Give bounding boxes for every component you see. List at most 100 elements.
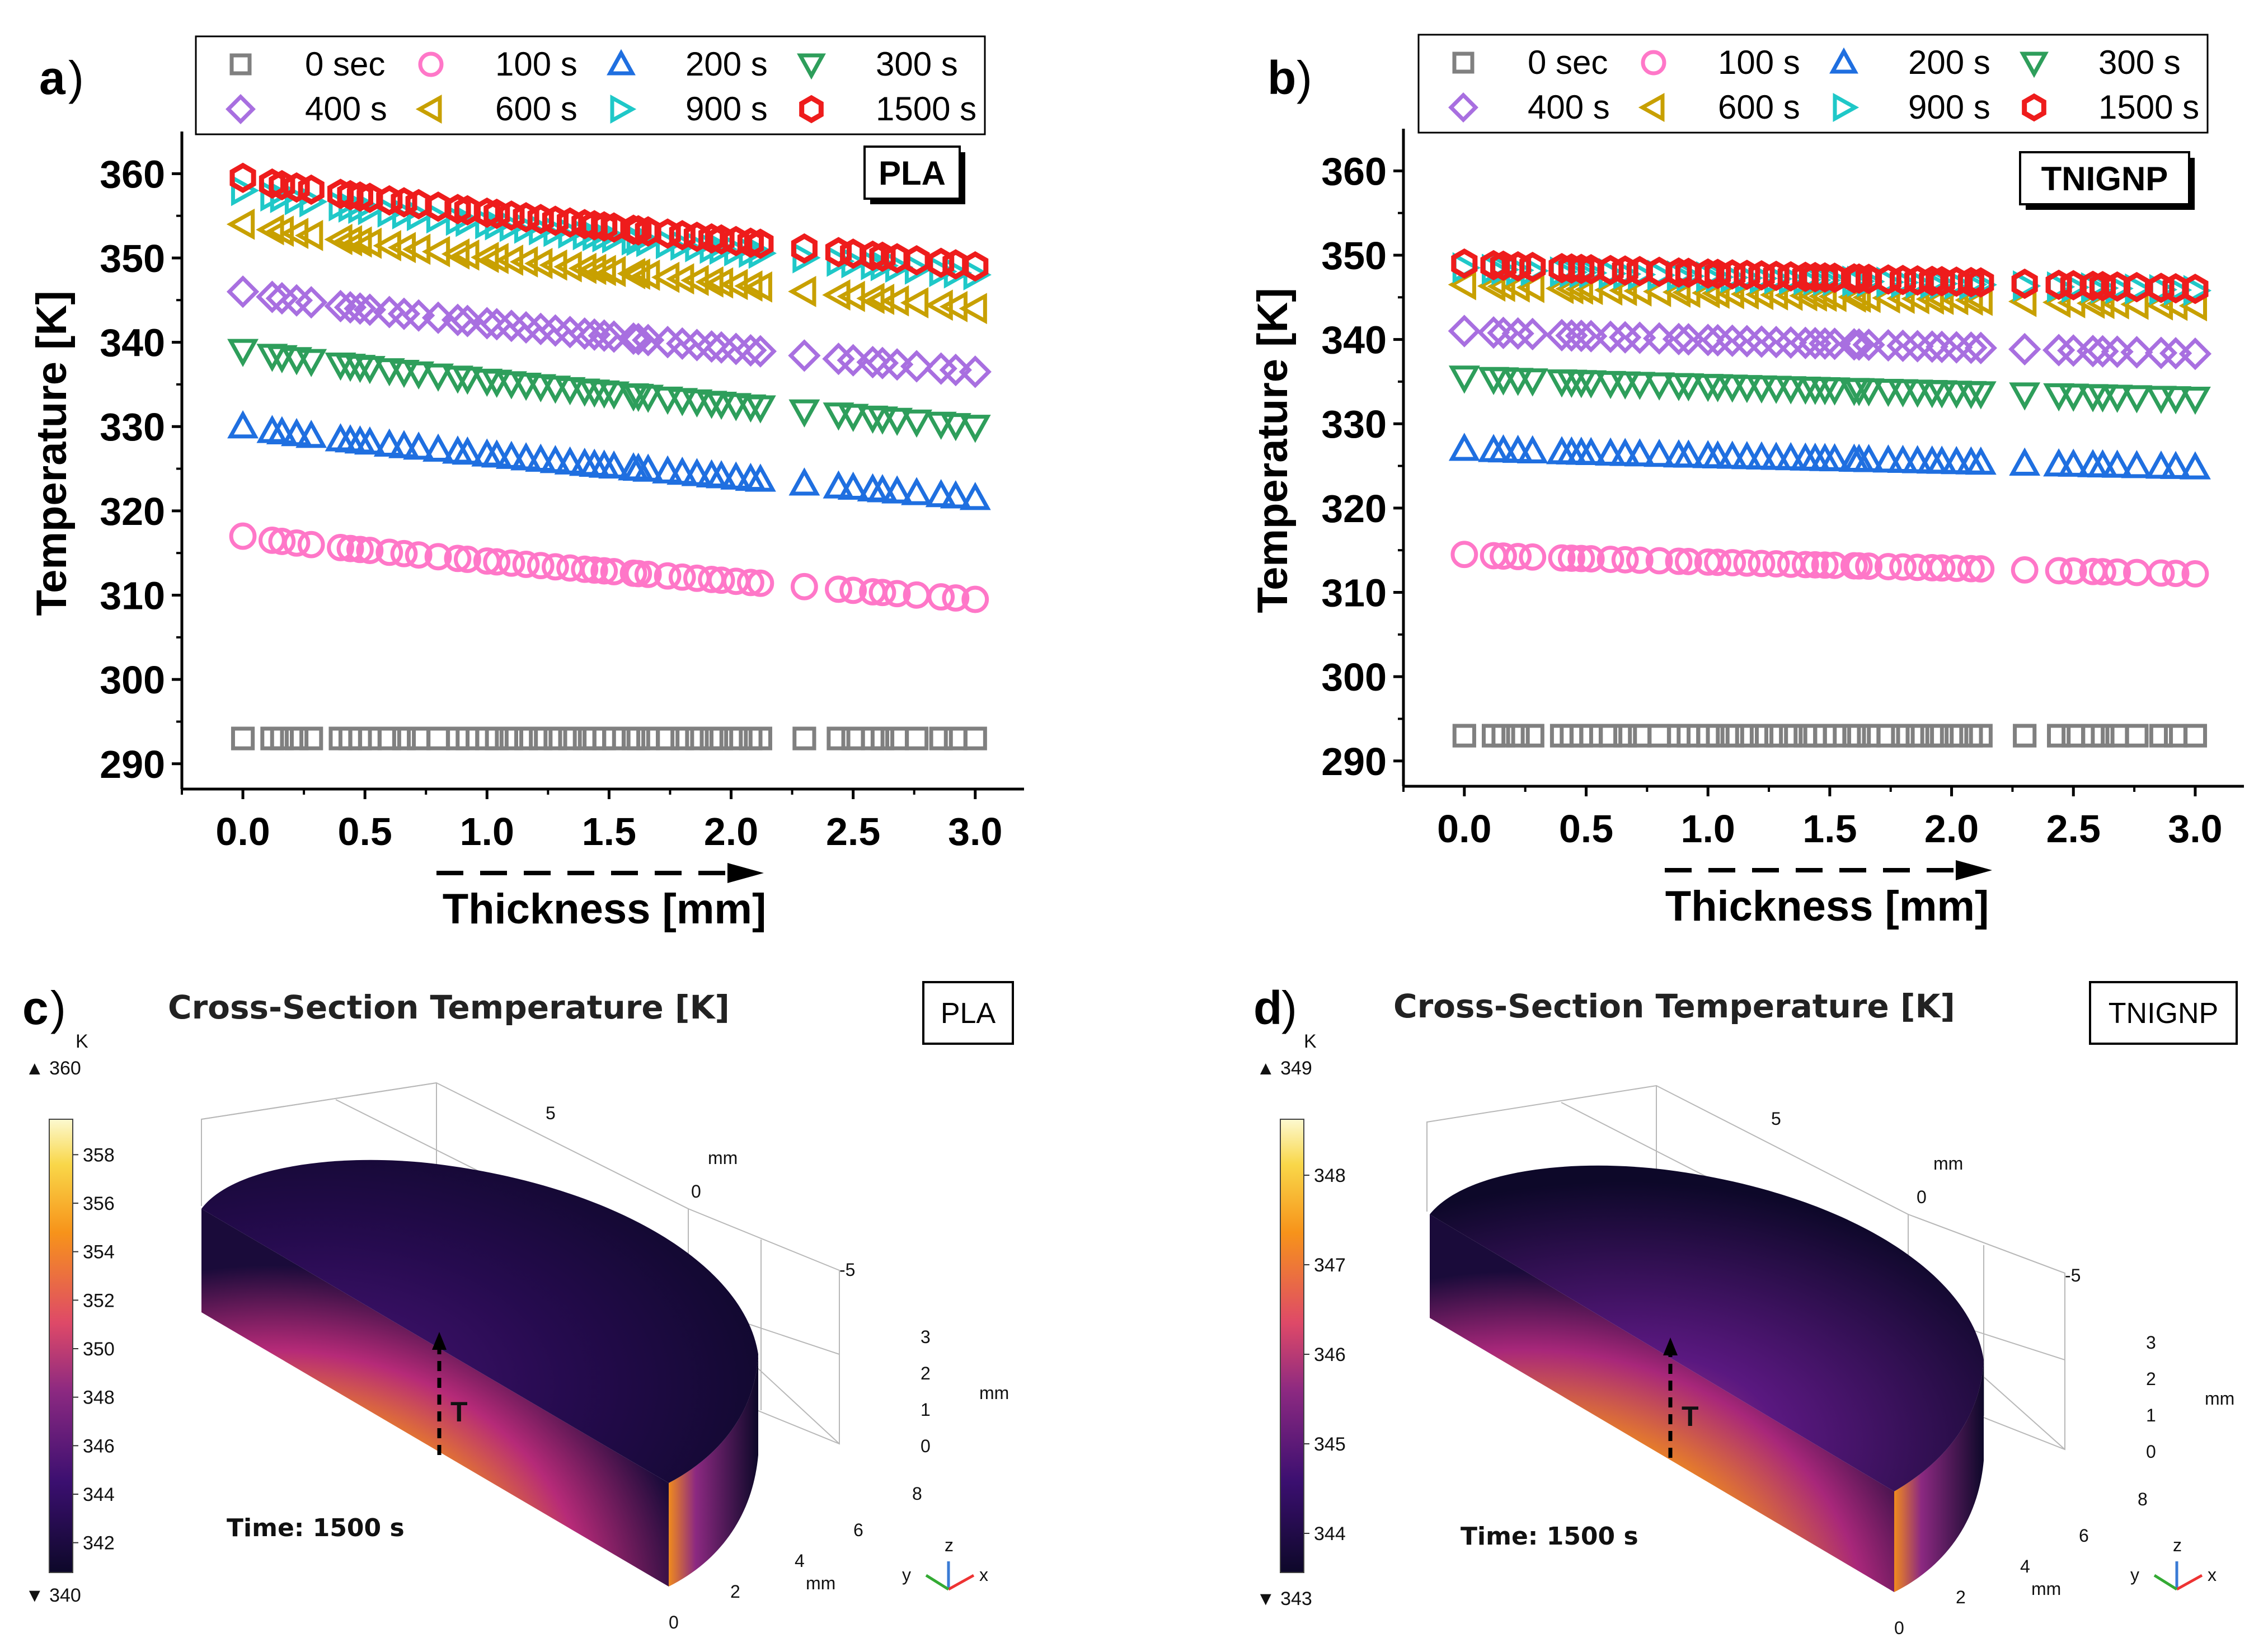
panel-a-point-200-s	[554, 446, 586, 475]
panel-a-point-0-sec	[827, 726, 851, 750]
panel-d-ztick3d: 2	[2146, 1369, 2156, 1389]
panel-a-point-100-s	[453, 546, 481, 573]
panel-c-mm-label: mm	[979, 1383, 1009, 1403]
panel-a-point-100-s	[654, 562, 682, 590]
panel-b-point-100-s	[1450, 541, 1478, 569]
panel-a-point-600-s	[959, 293, 987, 325]
panel-a-ylabel: Temperature [K]	[28, 290, 76, 616]
panel-a-point-200-s	[744, 463, 776, 492]
panel-b-point-100-s	[1519, 543, 1547, 571]
panel-a-point-400-s	[622, 322, 655, 356]
panel-a-point-100-s	[746, 569, 774, 597]
panel-b-legend-marker	[1833, 93, 1860, 122]
panel-a-point-200-s	[925, 478, 957, 508]
panel-b-point-400-s	[1940, 331, 1973, 364]
panel-a-point-300-s	[959, 415, 991, 443]
panel-a-point-900-s	[407, 200, 435, 232]
panel-b-point-400-s	[1516, 317, 1549, 351]
panel-c-ztick3d: 0	[921, 1436, 931, 1456]
panel-a-point-100-s	[624, 560, 652, 588]
panel-a-point-0-sec	[392, 726, 416, 750]
panel-a-point-1500-s	[444, 194, 471, 224]
panel-a-point-1500-s	[346, 181, 374, 212]
panel-a-legend-label: 1500 s	[876, 90, 976, 128]
panel-c-heatmap: c ) K ▲ 360 Cross-Section Temperature [K…	[22, 981, 1014, 1632]
panel-a-point-0-sec	[963, 726, 987, 750]
panel-d-ztick3d: 3	[2146, 1332, 2156, 1353]
panel-b-point-0-sec	[1628, 724, 1652, 748]
panel-b-point-400-s	[1955, 331, 1988, 364]
panel-b-point-0-sec	[1905, 724, 1929, 748]
panel-b-point-0-sec	[2163, 724, 2188, 748]
panel-a-point-400-s	[856, 345, 889, 379]
panel-a-point-600-s	[471, 241, 499, 273]
panel-b-point-200-s	[1673, 439, 1704, 468]
panel-c-unit: K	[76, 1031, 88, 1052]
panel-b-point-300-s	[2121, 385, 2153, 414]
panel-c-xtick3d: 6	[853, 1520, 863, 1540]
panel-a-point-0-sec	[543, 726, 567, 750]
panel-a-point-200-s	[867, 474, 898, 503]
panel-b-point-200-s	[2179, 451, 2211, 480]
panel-a-point-200-s	[901, 477, 933, 505]
panel-a-point-100-s	[497, 549, 525, 577]
panel-a-point-600-s	[373, 230, 401, 262]
panel-a-point-0-sec	[514, 726, 538, 750]
panel-a-point-1500-s	[229, 162, 256, 194]
panel-d-cb-label: 346	[1314, 1344, 1346, 1365]
panel-b-point-1500-s	[1480, 250, 1507, 281]
panel-d-ytick3d: -5	[2065, 1265, 2081, 1285]
panel-a-point-400-s	[881, 348, 914, 381]
panel-b-point-0-sec	[1720, 724, 1744, 748]
panel-b-legend-label: 900 s	[1908, 88, 1990, 126]
panel-b-point-1500-s	[2045, 269, 2072, 301]
panel-b-point-300-s	[1644, 372, 1675, 401]
panel-b-point-0-sec	[1520, 724, 1544, 748]
panel-d-tag-box	[2089, 981, 2238, 1045]
panel-d-ytick3d: 0	[1917, 1187, 1927, 1207]
panel-b-paren: )	[1297, 51, 1312, 104]
panel-a-point-0-sec	[885, 726, 909, 750]
panel-b-point-0-sec	[1598, 724, 1623, 748]
panel-c-mm-label: mm	[708, 1148, 738, 1168]
panel-a-legend-label: 600 s	[495, 90, 577, 128]
panel-a-point-400-s	[324, 289, 357, 323]
panel-c-cb-label: 352	[83, 1290, 115, 1311]
panel-a-point-0-sec	[870, 726, 895, 750]
panel-a-point-200-s	[510, 442, 542, 471]
panel-a-point-200-s	[940, 480, 971, 509]
panel-b-point-1500-s	[1889, 265, 1917, 295]
panel-b-point-100-s	[1791, 551, 1819, 579]
panel-b-point-100-s	[1889, 553, 1917, 581]
panel-a-point-400-s	[578, 318, 611, 351]
panel-a-point-0-sec	[748, 726, 772, 750]
panel-b-legend-marker	[2020, 51, 2049, 78]
panel-a-point-600-s	[480, 242, 509, 274]
panel-b-point-400-s	[2178, 337, 2212, 370]
panel-a-point-200-s	[266, 416, 298, 444]
panel-c-cb-label: 354	[83, 1242, 115, 1263]
panel-d-cb-label: 348	[1314, 1165, 1346, 1186]
panel-b-point-400-s	[1745, 325, 1778, 358]
panel-c-ytick3d: 0	[691, 1181, 701, 1202]
panel-a-point-100-s	[483, 548, 511, 576]
panel-a-point-200-s	[281, 417, 312, 447]
panel-d-title: Cross-Section Temperature [K]	[1393, 987, 1955, 1025]
panel-b-point-400-s	[1672, 323, 1705, 356]
panel-b-point-200-s	[1901, 445, 1933, 473]
panel-c-triad-z: z	[945, 1535, 954, 1555]
panel-b-point-1500-s	[1875, 264, 1901, 295]
panel-b-point-200-s	[2145, 450, 2177, 479]
panel-a-point-600-s	[744, 271, 772, 303]
panel-b-point-100-s	[1577, 545, 1605, 572]
panel-b-point-100-s	[1548, 544, 1576, 572]
panel-a-point-200-s	[598, 450, 630, 479]
panel-b-point-100-s	[1596, 546, 1624, 573]
panel-b-point-400-s	[1565, 319, 1598, 353]
panel-b-point-0-sec	[1491, 724, 1515, 748]
panel-b-point-400-s	[2086, 335, 2119, 368]
panel-d-triad-y: y	[2130, 1565, 2139, 1585]
panel-a-point-600-s	[680, 265, 709, 296]
panel-b-point-0-sec	[1613, 724, 1637, 748]
panel-b-point-1500-s	[2123, 271, 2150, 303]
